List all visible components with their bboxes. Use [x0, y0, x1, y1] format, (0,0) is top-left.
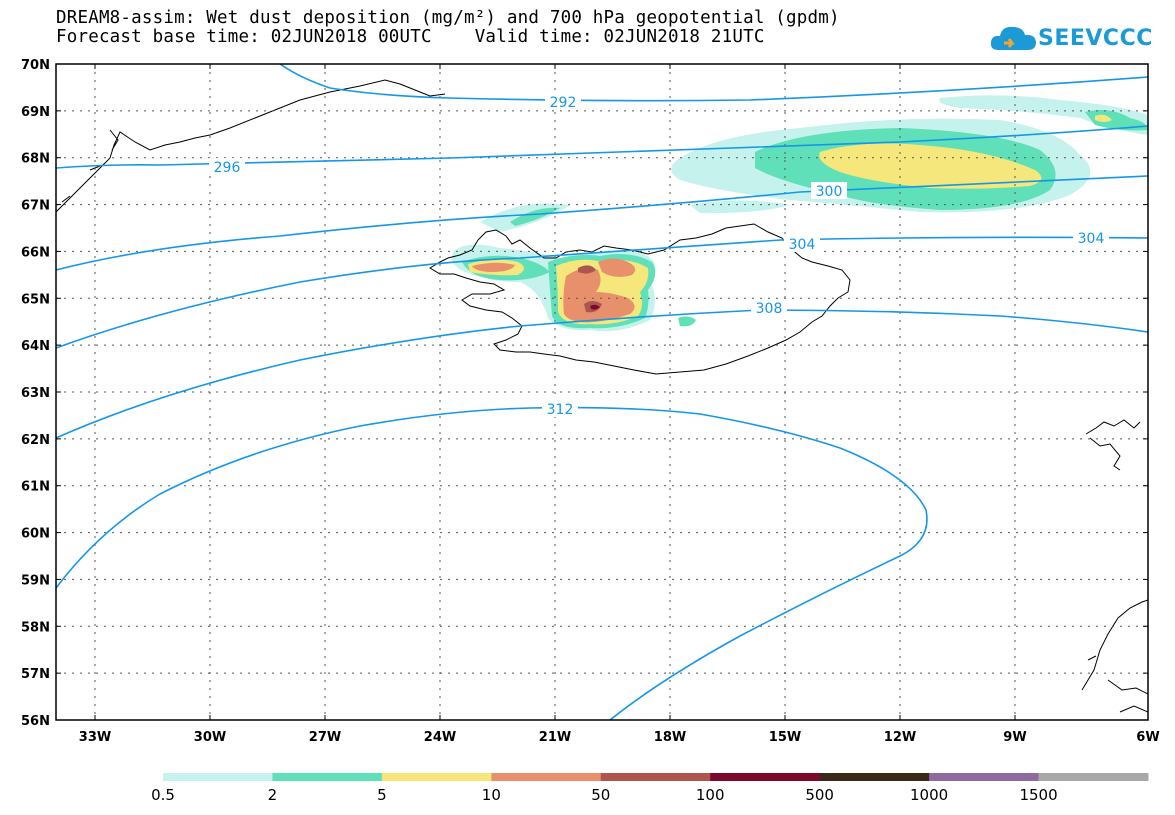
contour-308 [56, 309, 1148, 439]
contour-label-text: 304 [1078, 231, 1105, 247]
lon-label: 30W [194, 730, 226, 745]
legend-swatch [163, 773, 273, 781]
lon-label: 18W [654, 730, 686, 745]
cloud-icon [990, 26, 1036, 50]
lat-label: 60N [21, 527, 50, 542]
legend-swatch [710, 773, 821, 781]
lat-label: 70N [21, 58, 50, 73]
lat-label: 59N [21, 573, 50, 588]
lat-label: 57N [21, 667, 50, 682]
contour-label: 304 [784, 235, 820, 253]
legend-swatch [491, 773, 602, 781]
lon-label: 33W [79, 730, 111, 745]
legend-label: 0.5 [151, 786, 175, 804]
contour-label: 300 [811, 182, 847, 200]
axis-ticks [56, 63, 1149, 721]
lon-label: 24W [424, 730, 456, 745]
contour-label: 312 [542, 400, 578, 418]
contour-296 [56, 125, 1148, 169]
legend-label: 10 [482, 786, 501, 804]
contour-label: 304 [1073, 229, 1109, 247]
legend-label: 500 [805, 786, 834, 804]
colorbar-legend: 0.5 2 5 10 50 100 500 1000 1500 [151, 773, 1149, 804]
geopotential-contours [56, 64, 1148, 720]
map-subtitle: Forecast base time: 02JUN2018 00UTC Vali… [56, 27, 765, 47]
lat-label: 69N [21, 105, 50, 120]
legend-label: 50 [591, 786, 610, 804]
lat-label: 56N [21, 714, 50, 729]
seevccc-logo: SEEVCCC [990, 22, 1152, 56]
lat-label: 68N [21, 152, 50, 167]
legend-label: 1000 [910, 786, 948, 804]
contour-300 [56, 175, 1148, 271]
legend-swatch [272, 773, 383, 781]
longitude-labels: 33W 30W 27W 24W 21W 18W 15W 12W 9W 6W [79, 730, 1160, 745]
graticule [56, 64, 1148, 720]
contour-label-text: 312 [547, 402, 574, 418]
latitude-labels: 70N 69N 68N 67N 66N 65N 64N 63N 62N 61N 60N 59N 58N 5… [21, 58, 50, 729]
contour-label-text: 296 [214, 160, 241, 176]
contour-292 [279, 64, 1148, 102]
contour-label-text: 292 [550, 95, 577, 111]
lat-label: 62N [21, 433, 50, 448]
contour-labels: 292 296 300 304 304 308 312 [209, 93, 1109, 418]
lon-label: 21W [539, 730, 571, 745]
contour-label: 292 [545, 93, 581, 111]
logo-text: SEEVCCC [1038, 26, 1153, 51]
legend-label: 100 [696, 786, 725, 804]
legend-swatch [819, 773, 930, 781]
lon-label: 9W [1003, 730, 1026, 745]
faroe-coast [1085, 419, 1141, 471]
lat-label: 58N [21, 620, 50, 635]
lat-label: 63N [21, 386, 50, 401]
contour-304 [56, 236, 1148, 349]
contour-label: 296 [209, 158, 245, 176]
contour-label-text: 308 [756, 301, 783, 317]
lat-label: 64N [21, 339, 50, 354]
lon-label: 12W [884, 730, 916, 745]
contour-label-text: 300 [816, 184, 843, 200]
legend-label: 1500 [1019, 786, 1057, 804]
iceland-coast [429, 223, 851, 375]
lon-label: 15W [769, 730, 801, 745]
legend-swatch [1038, 773, 1149, 781]
contour-label: 308 [751, 299, 787, 317]
lon-label: 27W [309, 730, 341, 745]
legend-label: 5 [377, 786, 387, 804]
map-title: DREAM8-assim: Wet dust deposition (mg/m²… [56, 8, 840, 28]
contour-label-text: 304 [789, 237, 816, 253]
lat-label: 65N [21, 292, 50, 307]
legend-label: 2 [268, 786, 278, 804]
scotland-coast [1081, 599, 1148, 713]
lat-label: 66N [21, 245, 50, 260]
contour-312 [56, 406, 928, 720]
lon-label: 6W [1136, 730, 1159, 745]
greenland-coast [56, 79, 446, 213]
lat-label: 61N [21, 480, 50, 495]
legend-swatch [381, 773, 492, 781]
lat-label: 67N [21, 199, 50, 214]
legend-swatch [600, 773, 711, 781]
legend-swatch [929, 773, 1040, 781]
